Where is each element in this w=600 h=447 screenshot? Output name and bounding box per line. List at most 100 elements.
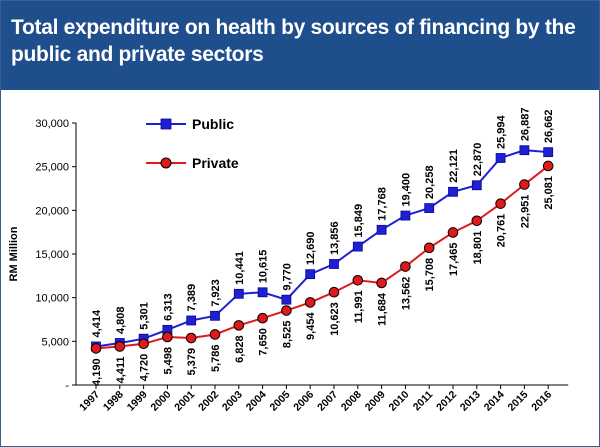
data-label-public: 5,301 [139, 302, 151, 330]
x-tick-label: 2016 [529, 389, 554, 414]
data-point-private [542, 160, 554, 172]
chart-title: Total expenditure on health by sources o… [11, 16, 576, 66]
data-label-public: 25,994 [496, 114, 508, 149]
data-label-public: 22,121 [448, 149, 460, 183]
x-tick-label: 2003 [220, 389, 245, 414]
data-label-public: 7,923 [210, 279, 222, 307]
data-point-public [186, 315, 197, 326]
x-tick-label: 2000 [149, 389, 174, 414]
data-point-private [471, 215, 483, 227]
y-tick-label: 15,000 [35, 249, 69, 261]
data-label-public: 26,887 [519, 108, 531, 142]
legend-marker-private [160, 157, 172, 169]
data-label-private: 10,623 [329, 302, 341, 336]
data-point-public [400, 210, 411, 221]
data-point-public [352, 241, 363, 252]
y-tick-label: 25,000 [35, 162, 69, 174]
data-label-private: 25,081 [543, 176, 555, 210]
x-tick-label: 2013 [458, 389, 483, 414]
data-label-public: 10,441 [234, 251, 246, 285]
data-label-private: 20,761 [496, 214, 508, 248]
x-tick-label: 2002 [196, 389, 221, 414]
data-point-public [543, 147, 554, 158]
data-label-private: 17,465 [448, 242, 460, 276]
x-tick-label: 2006 [291, 389, 316, 414]
data-label-public: 19,400 [400, 173, 412, 207]
x-tick-label: 2008 [339, 389, 364, 414]
data-label-private: 11,684 [377, 292, 389, 326]
data-label-private: 6,828 [234, 335, 246, 363]
data-point-private [138, 338, 149, 350]
data-label-public: 20,258 [424, 165, 436, 199]
data-label-public: 6,313 [162, 293, 174, 321]
legend-marker-public [160, 118, 172, 130]
data-label-private: 11,991 [353, 290, 365, 323]
x-tick-label: 2011 [411, 389, 436, 414]
data-point-public [281, 294, 292, 305]
y-tick-label: 5,000 [41, 336, 69, 348]
legend-label-public: Public [192, 116, 234, 132]
data-label-private: 18,801 [472, 231, 484, 265]
data-label-private: 8,525 [281, 321, 293, 349]
x-tick-label: 2014 [482, 389, 507, 414]
data-point-private [90, 343, 102, 354]
data-label-private: 13,562 [400, 277, 412, 311]
data-point-public [257, 287, 268, 298]
x-tick-label: 2010 [387, 389, 412, 414]
x-tick-label: 2005 [268, 389, 293, 414]
data-label-private: 5,498 [162, 347, 174, 375]
x-tick-label: 1997 [77, 389, 102, 414]
x-tick-label: 2012 [434, 389, 459, 414]
data-point-public [495, 153, 506, 163]
data-point-private [162, 331, 173, 343]
data-label-public: 9,770 [281, 263, 293, 291]
data-point-public [210, 310, 220, 321]
data-point-private [328, 286, 340, 298]
data-point-public [448, 186, 458, 197]
data-point-public [233, 288, 244, 299]
y-tick-label: 30,000 [35, 118, 69, 130]
data-label-public: 22,870 [472, 143, 484, 177]
data-label-private: 15,708 [424, 258, 436, 292]
data-label-private: 4,190 [91, 358, 103, 386]
data-point-private [447, 227, 459, 238]
data-point-private [185, 332, 197, 344]
data-label-private: 4,720 [139, 354, 151, 382]
x-tick-label: 1998 [101, 389, 126, 414]
data-label-private: 4,411 [115, 356, 127, 383]
data-point-public [471, 180, 482, 191]
title-banner: Total expenditure on health by sources o… [1, 1, 599, 90]
data-point-private [209, 329, 221, 340]
data-label-public: 4,808 [115, 306, 127, 334]
data-label-private: 22,951 [519, 195, 531, 229]
data-label-private: 5,786 [210, 344, 222, 372]
data-label-public: 13,856 [329, 221, 341, 255]
data-label-public: 4,414 [91, 309, 103, 337]
data-point-private [423, 242, 435, 254]
data-label-public: 12,690 [305, 232, 317, 266]
data-point-public [519, 145, 530, 156]
data-label-public: 7,389 [186, 284, 198, 312]
x-tick-label: 1999 [125, 389, 150, 414]
data-point-public [424, 203, 435, 213]
data-point-private [304, 297, 316, 308]
line-chart: - 5,000 10,000 15,000 20,000 25,000 30,000 RM M… [8, 108, 569, 414]
y-tick-label: 10,000 [35, 293, 69, 305]
data-label-public: 17,768 [377, 187, 389, 221]
x-tick-label: 2004 [244, 389, 269, 414]
x-tick-label: 2001 [172, 389, 197, 414]
data-point-public [376, 224, 387, 235]
data-point-public [305, 269, 316, 280]
data-point-private [400, 261, 411, 272]
data-point-private [114, 341, 126, 352]
x-tick-label: 2009 [363, 389, 388, 414]
data-label-private: 7,650 [258, 328, 270, 356]
data-point-private [376, 277, 387, 289]
x-tick-label: 2015 [506, 389, 531, 414]
data-point-private [495, 198, 506, 209]
y-tick-label: 20,000 [35, 205, 69, 217]
y-tick-label: - [65, 380, 69, 392]
x-tick-label: 2007 [315, 389, 340, 414]
data-label-private: 9,454 [305, 312, 317, 340]
